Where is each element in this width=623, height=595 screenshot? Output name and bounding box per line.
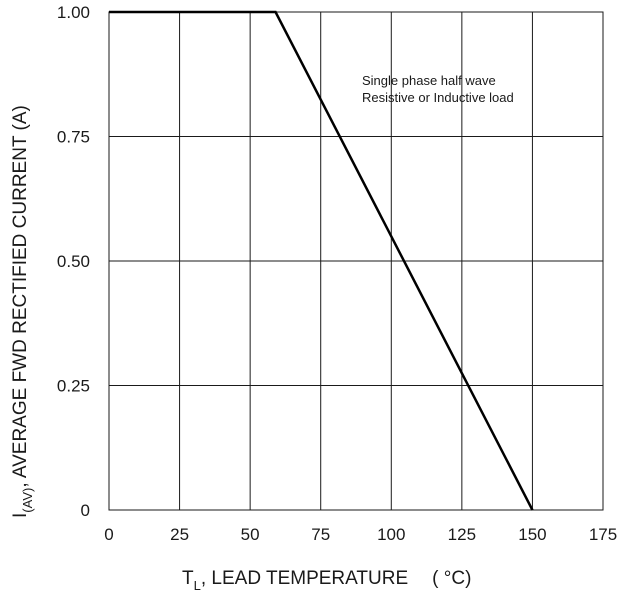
y-tick-label: 0.50	[57, 252, 90, 271]
y-tick-label: 0	[81, 501, 90, 520]
x-tick-label: 50	[241, 525, 260, 544]
annotation-line-2: Resistive or Inductive load	[362, 90, 514, 105]
x-tick-label: 75	[311, 525, 330, 544]
y-axis-label-main: I	[10, 513, 31, 518]
y-tick-label: 0.25	[57, 377, 90, 396]
x-tick-label: 125	[448, 525, 476, 544]
y-tick-label: 0.75	[57, 128, 90, 147]
x-tick-labels: 0 25 50 75 100 125 150 175	[104, 525, 617, 544]
y-axis-label: I(AV), AVERAGE FWD RECTIFIED CURRENT (A)	[10, 105, 35, 518]
y-tick-label: 1.00	[57, 3, 90, 22]
x-tick-label: 25	[170, 525, 189, 544]
x-tick-label: 0	[104, 525, 113, 544]
x-axis-label: TL, LEAD TEMPERATURE ( °C)	[182, 568, 471, 593]
x-tick-label: 100	[377, 525, 405, 544]
x-axis-label-main: T	[182, 568, 194, 589]
grid-lines	[108, 11, 604, 511]
y-tick-labels: 0 0.25 0.50 0.75 1.00	[57, 3, 90, 520]
x-tick-label: 175	[589, 525, 617, 544]
plot-frame	[108, 11, 604, 511]
y-axis-label-sub: (AV)	[20, 488, 35, 513]
x-axis-label-rest: , LEAD TEMPERATURE	[201, 568, 408, 589]
derating-curve	[109, 10, 534, 511]
y-axis-label-rest: , AVERAGE FWD RECTIFIED CURRENT (A)	[10, 105, 31, 488]
x-axis-label-sub: L	[194, 578, 201, 593]
x-axis-label-unit: ( °C)	[432, 568, 471, 589]
annotation-line-1: Single phase half wave	[362, 73, 496, 88]
x-tick-label: 150	[518, 525, 546, 544]
